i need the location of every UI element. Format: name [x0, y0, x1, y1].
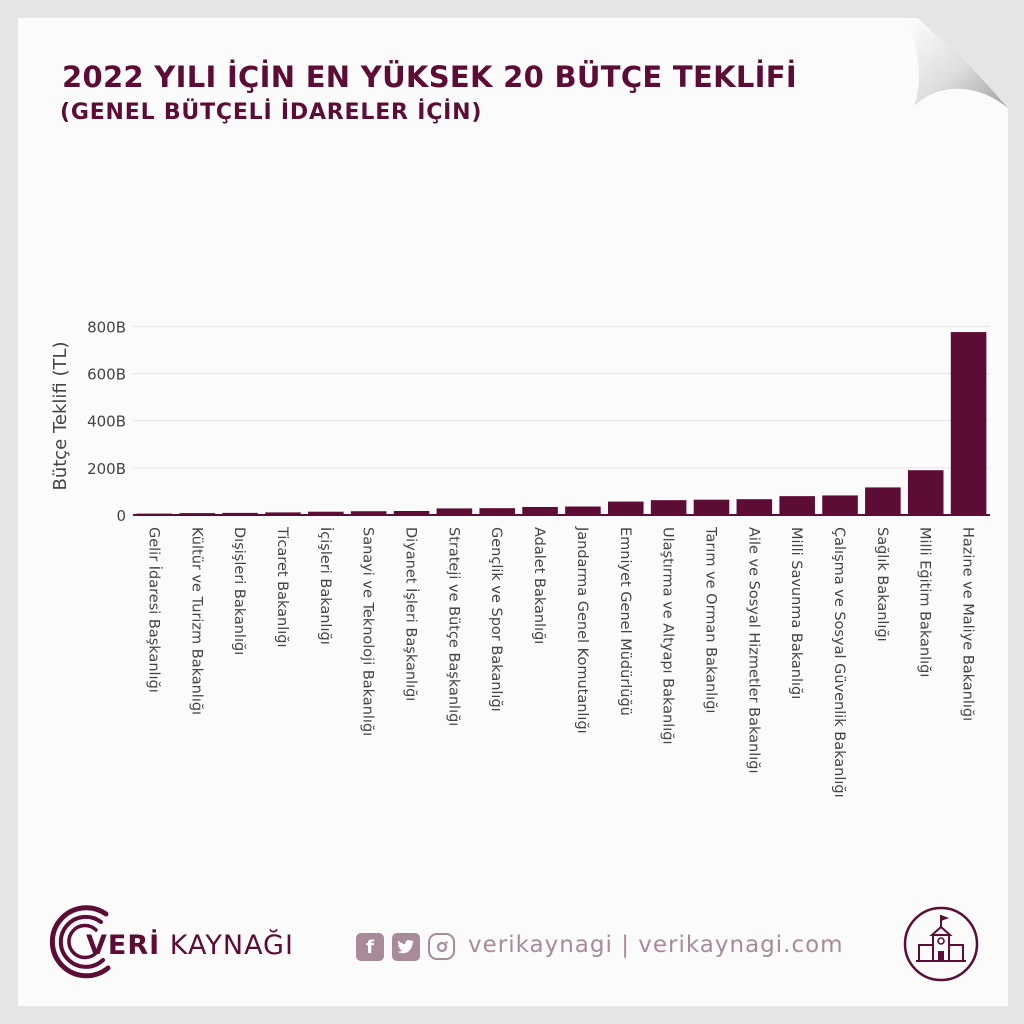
x-tick-label: Strateji ve Bütçe Başkanlığı: [445, 527, 461, 726]
x-tick-label: Milli Eğitim Bakanlığı: [917, 527, 933, 677]
y-tick-label: 200B: [87, 460, 126, 478]
x-tick-label: Ticaret Bakanlığı: [274, 526, 290, 648]
bar: [865, 487, 901, 515]
x-tick-label: Jandarma Genel Komutanlığı: [574, 526, 590, 734]
x-tick-label: Emniyet Genel Müdürlüğü: [617, 527, 633, 716]
instagram-icon[interactable]: [428, 933, 455, 960]
x-tick-label: Diyanet İşleri Başkanlığı: [403, 527, 421, 701]
brand-rest: KAYNAĞI: [160, 930, 294, 961]
bar-chart: 0 200B 400B 600B 800B Bütçe Teklifi (TL) Gelir…: [50, 318, 990, 798]
x-tick-label: Sağlık Bakanlığı: [874, 527, 890, 642]
bar: [265, 512, 301, 515]
bar: [222, 512, 258, 515]
x-tick-label: Adalet Bakanlığı: [531, 527, 547, 644]
social-icons: f: [356, 933, 455, 961]
bar: [822, 495, 858, 515]
bar: [693, 499, 730, 515]
x-tick-label: Sanayi ve Teknoloji Bakanlığı: [360, 527, 376, 736]
y-tick-label: 600B: [87, 366, 126, 384]
y-tick-label: 800B: [87, 318, 126, 336]
facebook-icon[interactable]: f: [356, 933, 384, 961]
bar: [779, 496, 815, 515]
bar: [522, 506, 558, 515]
x-tick-label: İçişleri Bakanlığı: [317, 527, 335, 645]
bar: [350, 511, 387, 515]
bar: [607, 501, 644, 515]
x-tick-label: Milli Savunma Bakanlığı: [788, 527, 804, 699]
y-tick-label: 400B: [87, 413, 126, 431]
chart-subtitle: (GENEL BÜTÇELİ İDARELER İÇİN): [60, 100, 483, 125]
x-tick-label: Tarım ve Orman Bakanlığı: [702, 526, 718, 713]
x-tick-label: Ulaştırma ve Altyapı Bakanlığı: [660, 527, 676, 745]
x-tick-label: Hazine ve Maliye Bakanlığı: [960, 527, 976, 721]
veri-kaynagi-logo-icon: [49, 905, 111, 979]
bar: [565, 506, 601, 515]
bar: [907, 470, 944, 515]
twitter-icon[interactable]: [392, 933, 420, 961]
bar: [950, 332, 987, 515]
brand-bold: VERİ: [86, 930, 161, 961]
y-axis-label: Bütçe Teklifi (TL): [50, 341, 71, 490]
x-tick-label: Gelir İdaresi Başkanlığı: [145, 527, 163, 693]
x-tick-label: Kültür ve Turizm Bakanlığı: [188, 527, 204, 715]
bar: [393, 510, 430, 515]
website-text[interactable]: verikaynagi | verikaynagi.com: [468, 932, 844, 958]
y-tick-label: 0: [116, 507, 126, 525]
chart-title: 2022 YILI İÇİN EN YÜKSEK 20 BÜTÇE TEKLİF…: [62, 60, 797, 94]
bar: [436, 508, 473, 515]
x-tick-label: Dışişleri Bakanlığı: [231, 527, 247, 655]
school-building-icon: [903, 906, 979, 982]
x-tick-label: Gençlik ve Spor Bakanlığı: [488, 527, 504, 712]
bar: [650, 500, 687, 515]
brand-name: VERİ KAYNAĞI: [86, 930, 294, 961]
bar: [308, 511, 344, 515]
bar: [736, 499, 773, 515]
bar: [479, 508, 516, 515]
x-tick-label: Aile ve Sosyal Hizmetler Bakanlığı: [745, 527, 761, 774]
x-tick-label: Çalışma ve Sosyal Güvenlik Bakanlığı: [831, 527, 847, 798]
